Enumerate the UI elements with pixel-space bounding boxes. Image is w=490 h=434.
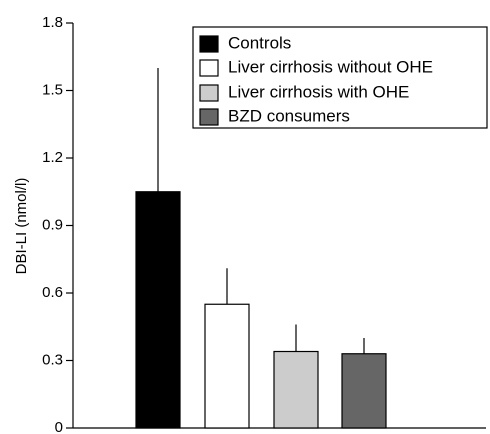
legend-swatch xyxy=(199,35,219,53)
bar xyxy=(135,191,181,429)
legend-label: Controls xyxy=(228,33,291,52)
legend-box xyxy=(192,26,488,129)
y-tick-label: 1.8 xyxy=(42,14,63,31)
legend-swatch xyxy=(199,84,219,102)
y-tick-label: 1.2 xyxy=(42,149,63,166)
y-tick-label: 0 xyxy=(55,419,63,434)
y-tick-label: 0.9 xyxy=(42,216,63,233)
legend-swatch xyxy=(199,108,219,126)
legend: Controls Liver cirrhosis without OHE Liver… xyxy=(192,26,488,129)
bar xyxy=(341,353,387,429)
legend-label: Liver cirrhosis without OHE xyxy=(228,57,433,76)
legend-swatch xyxy=(199,59,219,77)
y-tick-label: 0.3 xyxy=(42,351,63,368)
bar xyxy=(204,303,250,429)
legend-label: BZD consumers xyxy=(228,106,350,125)
y-tick-label: 1.5 xyxy=(42,81,63,98)
bar xyxy=(273,350,319,429)
y-axis-label: DBI-LI (nmol/l) xyxy=(13,178,30,275)
y-tick-label: 0.6 xyxy=(42,284,63,301)
legend-label: Liver cirrhosis with OHE xyxy=(228,82,409,101)
